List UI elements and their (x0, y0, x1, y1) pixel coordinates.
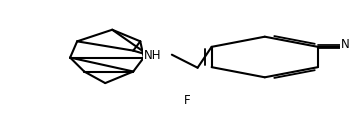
Text: F: F (184, 94, 191, 106)
Text: N: N (341, 37, 350, 50)
Text: NH: NH (144, 49, 161, 62)
